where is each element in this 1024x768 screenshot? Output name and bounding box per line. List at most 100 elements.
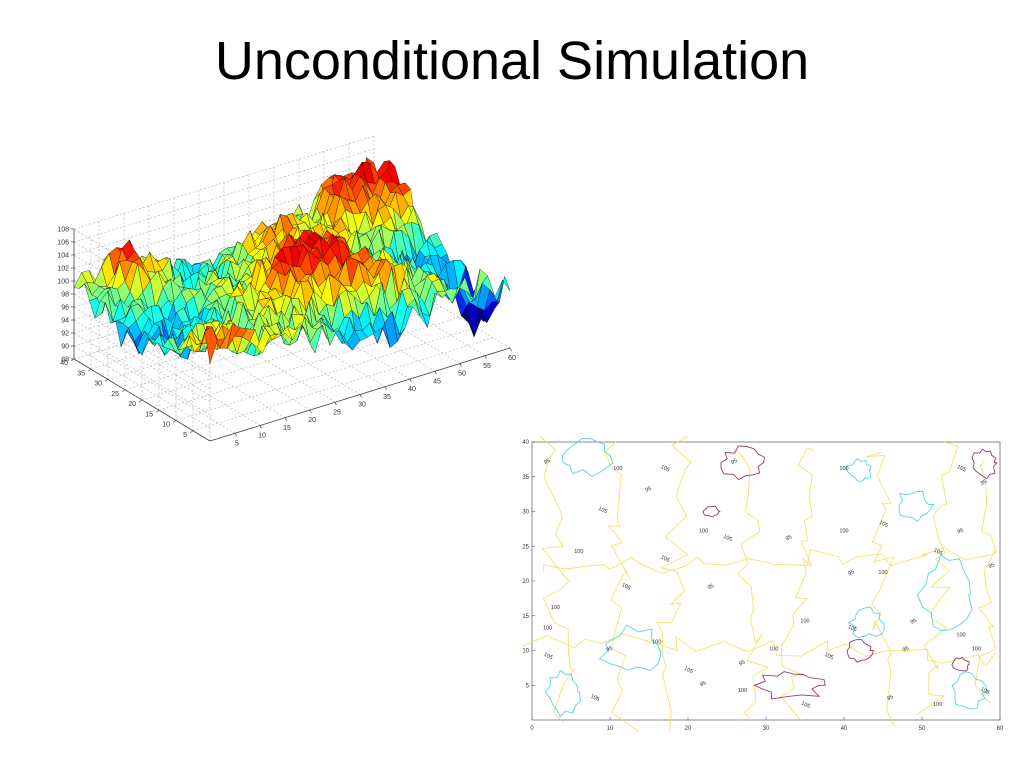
x-tick-label: 35 [383,394,391,401]
contour-line [544,669,581,718]
contour-line [845,458,872,482]
x-tick-mark [434,371,437,375]
contour-value-label: 100 [800,619,809,625]
x-tick-mark [484,355,487,359]
contour-line [731,446,769,722]
y-tick-label: 5 [183,432,187,439]
contour-line [656,436,692,732]
x-tick-label: 10 [607,726,614,732]
contour-value-label: 100 [933,702,942,708]
z-tick-label: 96 [61,305,69,312]
contour-line [780,447,814,721]
contour-line [847,606,885,639]
contour-line [539,436,575,723]
x-tick-mark [234,433,237,437]
contour-value-label: 100 [613,466,622,472]
contour-line [542,547,999,574]
contour-value-label: 95 [785,534,793,542]
grid-line [73,332,211,416]
x-tick-label: 60 [997,726,1004,732]
contour-line [846,639,874,663]
x-tick-mark [359,394,362,398]
z-tick-label: 100 [57,279,69,286]
y-tick-label: 15 [145,411,153,418]
x-tick-label: 50 [458,371,466,378]
contour-line [720,445,765,481]
contour-value-label: 105 [878,520,889,529]
contour-line [951,671,989,710]
contour-value-label: 95 [847,569,855,577]
contour-value-label: 105 [660,464,671,473]
y-tick-label: 30 [522,510,529,516]
y-tick-mark [121,389,126,393]
z-tick-label: 94 [61,318,69,325]
grid-line [73,345,211,429]
grid-line [73,228,211,312]
contour-value-label: 105 [956,464,967,473]
contour-line [753,671,826,700]
z-tick-label: 88 [61,357,69,364]
contour-value-label: 105 [847,624,858,633]
z-tick-label: 98 [61,292,69,299]
contour-value-label: 105 [683,666,694,675]
z-tick-label: 102 [57,266,69,273]
y-tick-mark [70,358,75,362]
contour-value-label: 105 [660,555,671,564]
contour-lines [522,436,999,732]
z-tick-label: 108 [57,227,69,234]
contour-line [562,437,614,477]
x-tick-label: 10 [258,433,266,440]
surface-x-ticks: 5 10 15 20 25 30 35 40 45 50 55 60 [234,347,516,447]
contour-line [598,624,662,671]
contour-value-label: 105 [823,652,834,661]
contour-value-label: 100 [972,647,981,653]
contour-value-label: 100 [956,633,965,639]
contour-frame [531,441,1001,721]
y-tick-label: 35 [77,370,85,377]
x-tick-label: 45 [433,378,441,385]
contour-line [702,505,721,518]
contour-value-label: 105 [722,534,733,543]
y-tick-label: 15 [522,614,529,620]
y-tick-label: 40 [60,360,68,367]
contour-value-label: 95 [910,618,918,626]
contour-line [951,656,970,672]
y-tick-label: 40 [522,440,529,446]
contour-value-label: 95 [902,646,910,654]
contour-value-label: 100 [543,626,552,632]
grid-line [158,316,460,411]
x-tick-label: 20 [308,417,316,424]
contour-line [916,554,973,631]
x-tick-label: 15 [283,425,291,432]
contour-value-label: 95 [699,680,707,688]
y-tick-label: 10 [162,422,170,429]
x-tick-label: 40 [841,726,848,732]
y-tick-mark [87,368,92,372]
y-tick-label: 30 [94,381,102,388]
x-tick-label: 40 [408,386,416,393]
grid-line [73,241,211,325]
contour-value-label: 100 [738,688,747,694]
x-tick-mark [334,402,337,406]
contour-value-label: 95 [738,659,746,667]
contour-value-label: 100 [839,466,848,472]
contour-value-label: 105 [543,652,554,661]
x-tick-mark [459,363,462,367]
y-tick-mark [138,399,143,403]
y-tick-label: 25 [111,391,119,398]
contour-line [971,448,998,480]
grid-line [98,350,236,434]
x-tick-mark [309,409,312,414]
y-tick-label: 5 [526,683,530,689]
x-tick-mark [384,386,387,390]
surface-patch [497,275,511,302]
surface-y-ticks: 5 10 15 20 25 30 35 40 [60,358,194,439]
x-tick-mark [409,378,412,383]
grid-line [73,319,211,403]
contour-x-ticks: 0 10 20 30 40 50 60 [530,717,1004,732]
grid-line [192,337,494,432]
contour-value-label: 100 [769,647,778,653]
contour-value-label: 105 [933,548,944,557]
z-tick-label: 90 [61,344,69,351]
